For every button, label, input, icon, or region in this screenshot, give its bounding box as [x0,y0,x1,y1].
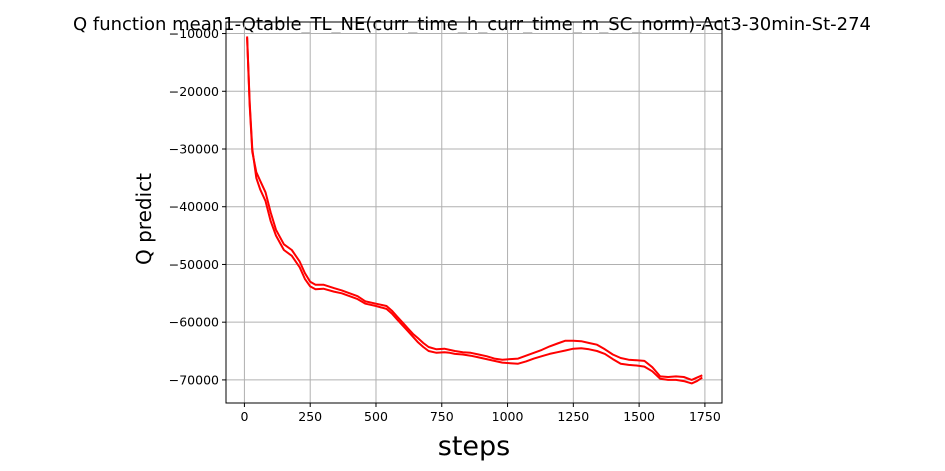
chart-title: Q function mean1-Qtable_TL_NE(curr_time_… [73,14,871,35]
x-tick-label: 1000 [492,409,524,424]
y-tick-label: −60000 [169,315,219,330]
series-line-2 [246,37,703,381]
y-tick-label: −30000 [169,142,219,157]
y-tick-label: −10000 [169,26,219,41]
x-tick-label: 0 [240,409,248,424]
y-tick-label: −70000 [169,372,219,387]
y-tick-label: −50000 [169,257,219,272]
x-tick-label: 750 [430,409,454,424]
series-line-1 [246,36,703,385]
tick-layer: 0 250 500 750 1000 1250 1500 1750 −70000 −60000 −5… [169,26,721,424]
plot-frame [225,21,723,404]
x-tick-label: 250 [298,409,322,424]
y-tick-label: −20000 [169,84,219,99]
series-layer [246,36,703,385]
grid-layer [226,22,722,403]
y-tick-label: −40000 [169,199,219,214]
y-axis-label: Q predict [132,173,156,265]
x-tick-label: 1250 [557,409,589,424]
x-tick-label: 1500 [623,409,655,424]
x-tick-label: 500 [364,409,388,424]
x-axis-label: steps [438,431,510,462]
x-tick-label: 1750 [689,409,721,424]
